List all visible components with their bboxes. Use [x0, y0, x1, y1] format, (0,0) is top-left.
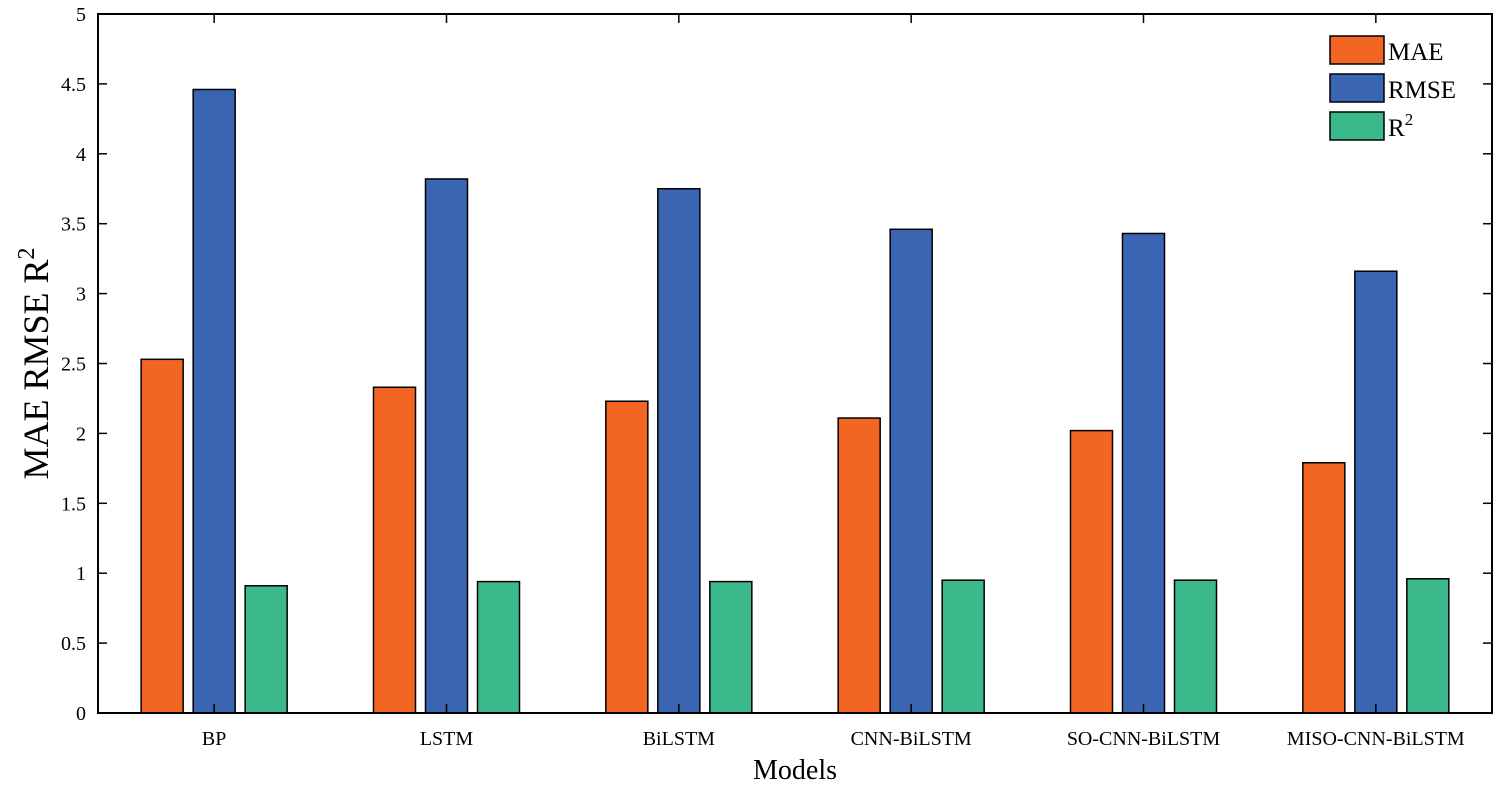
y-tick-label: 5 [76, 4, 86, 26]
legend-swatch-mae [1329, 35, 1385, 65]
legend-label-mae: MAE [1388, 39, 1444, 66]
x-tick-label: BP [202, 728, 226, 750]
bar-rmse-bp [192, 88, 236, 714]
bar-rmse-lstm [424, 178, 469, 714]
legend: MAE RMSE R2 [1329, 35, 1456, 142]
legend-label-r2: R2 [1388, 110, 1413, 142]
bar-rmse-bilstm [657, 188, 701, 714]
bar-mae-miso-cnn-bilstm [1302, 462, 1346, 714]
y-tick-label: 1 [76, 563, 86, 585]
y-tick-label: 2.5 [61, 354, 86, 376]
x-tick-label: LSTM [420, 728, 474, 750]
bar-r2-so-cnn-bilstm [1173, 579, 1218, 714]
y-tick-label: 1.5 [61, 493, 86, 515]
x-tick-label: BiLSTM [643, 728, 715, 750]
bar-r2-bp [244, 585, 288, 714]
bar-r2-miso-cnn-bilstm [1406, 578, 1450, 714]
bar-rmse-miso-cnn-bilstm [1354, 270, 1398, 714]
bar-r2-cnn-bilstm [941, 579, 985, 714]
bar-mae-bp [140, 358, 184, 714]
x-axis: BP LSTM BiLSTM CNN-BiLSTM SO-CNN-BiLSTM MISO-… [202, 14, 1465, 750]
x-tick-label: CNN-BiLSTM [851, 728, 972, 750]
bar-rmse-cnn-bilstm [889, 228, 933, 714]
y-tick-label: 2 [76, 423, 86, 445]
y-tick-label: 4.5 [61, 74, 86, 96]
bar-mae-lstm [372, 386, 417, 714]
legend-swatch-r2 [1329, 111, 1385, 141]
y-axis-title-text: MAE RMSE R [16, 259, 56, 479]
y-axis: 0 0.5 1 1.5 2 2.5 3 3.5 4 4.5 5 [61, 4, 1492, 725]
y-tick-label: 0.5 [61, 633, 86, 655]
bar-mae-bilstm [605, 400, 649, 714]
legend-swatch-rmse [1329, 73, 1385, 103]
x-tick-label: SO-CNN-BiLSTM [1067, 728, 1221, 750]
x-tick-label: MISO-CNN-BiLSTM [1287, 728, 1465, 750]
y-axis-title-superscript: 2 [14, 247, 40, 259]
y-tick-label: 0 [76, 703, 86, 725]
bar-mae-so-cnn-bilstm [1069, 429, 1114, 714]
bar-mae-cnn-bilstm [837, 417, 881, 714]
y-tick-label: 4 [76, 144, 86, 166]
bars-layer [140, 88, 1450, 714]
bar-r2-lstm [476, 580, 521, 714]
y-axis-title: MAE RMSE R2 [14, 247, 56, 479]
plot-area-frame [97, 13, 1493, 714]
x-axis-title: Models [753, 755, 837, 786]
y-tick-label: 3 [76, 284, 86, 306]
legend-label-rmse: RMSE [1388, 77, 1456, 104]
bar-r2-bilstm [709, 580, 753, 714]
y-tick-label: 3.5 [61, 214, 86, 236]
bar-rmse-so-cnn-bilstm [1121, 232, 1166, 714]
